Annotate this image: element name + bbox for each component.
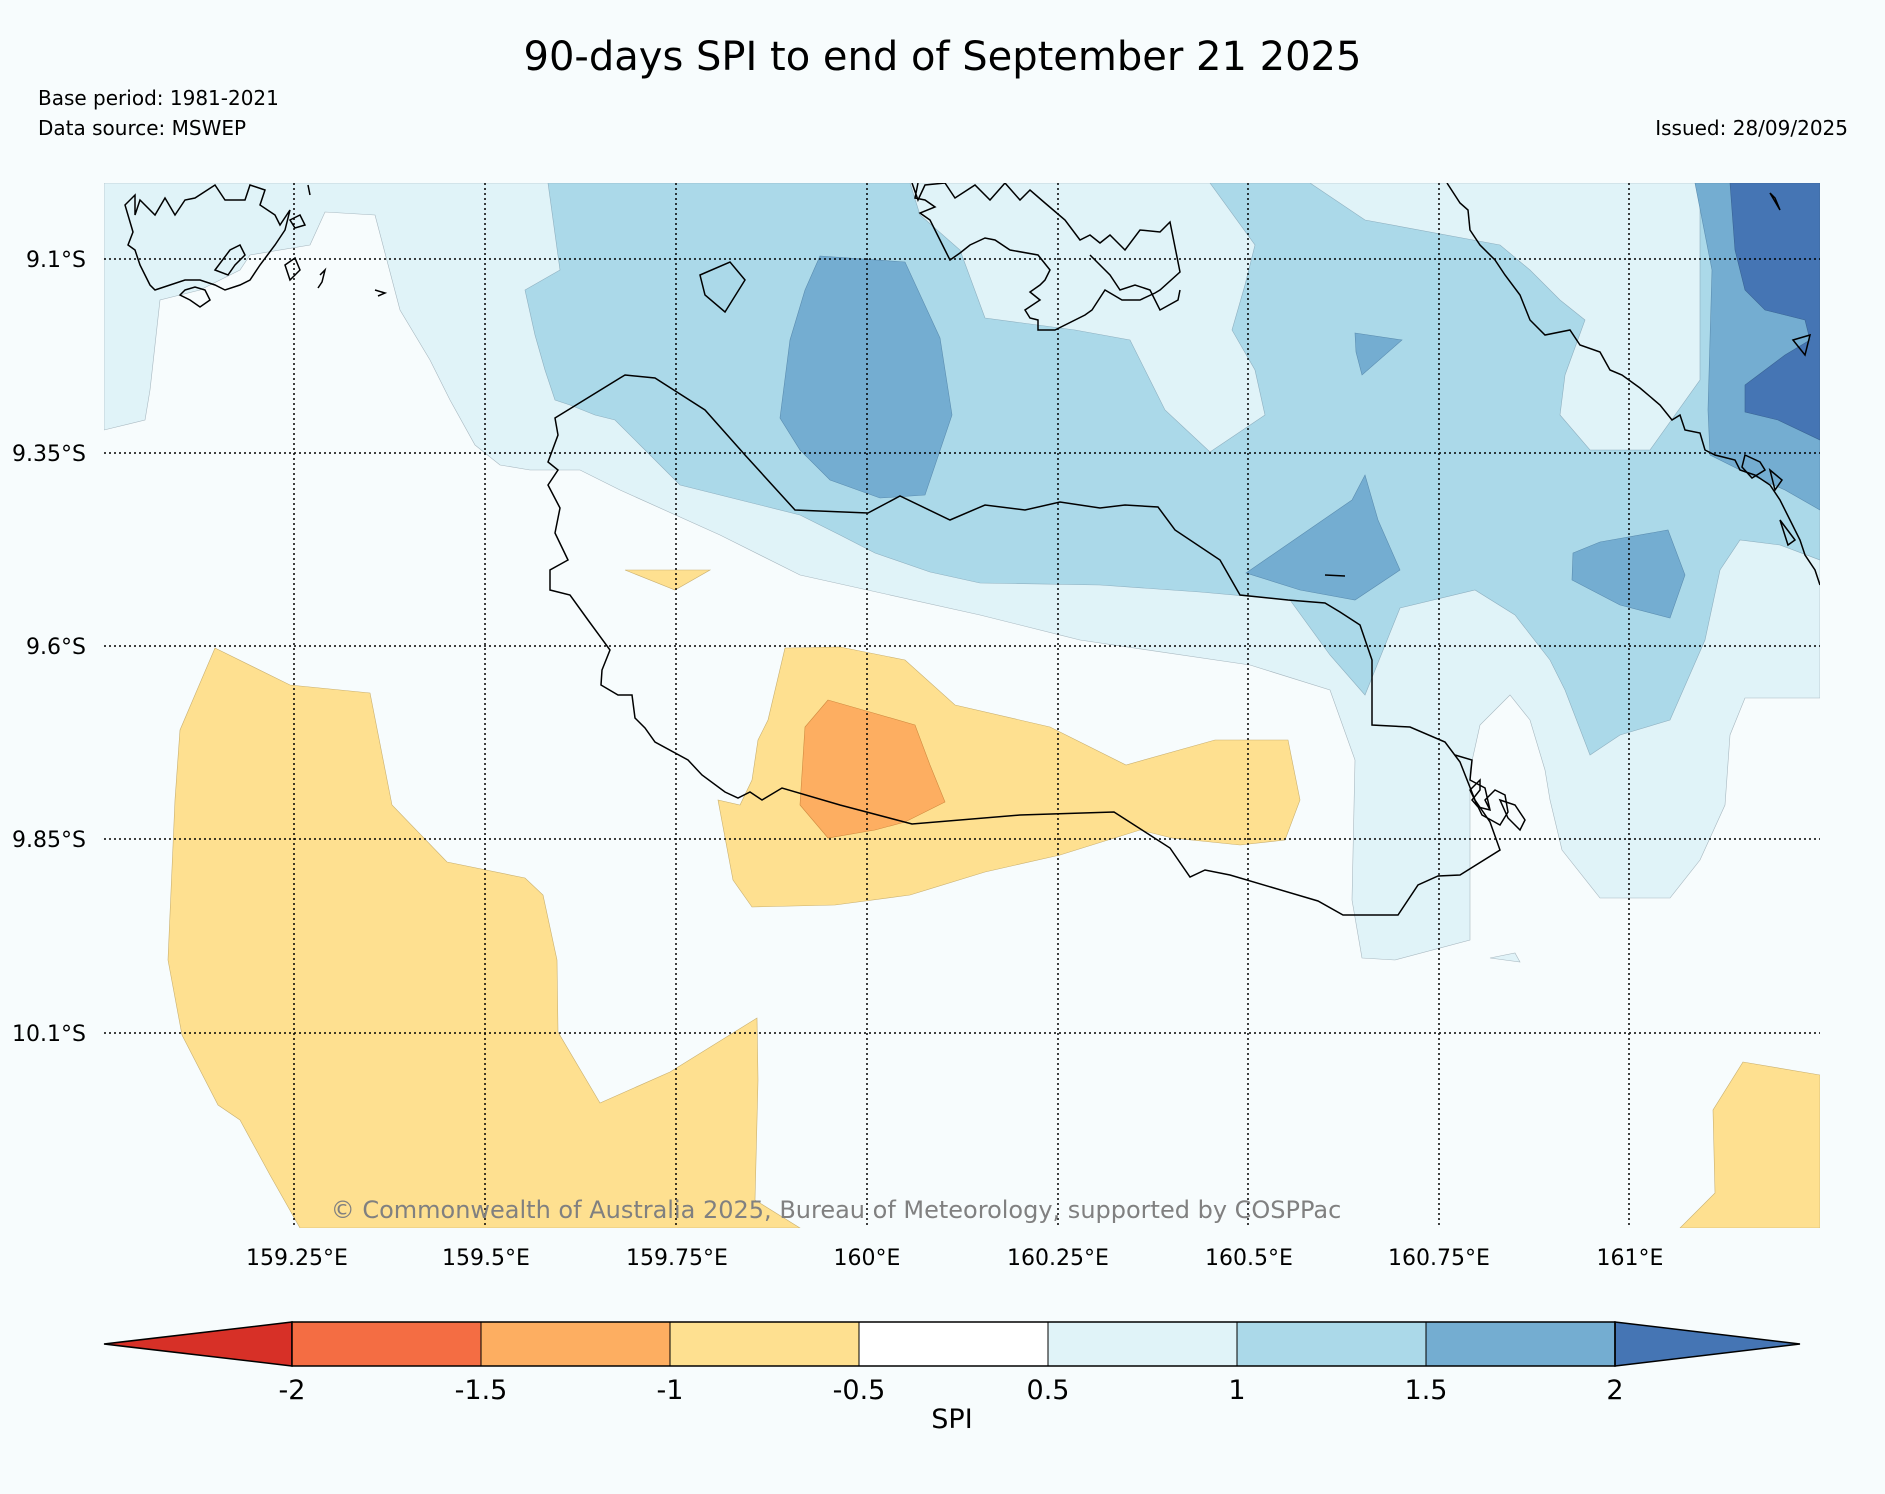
lon-label: 160.75°E xyxy=(1388,1246,1490,1271)
colorbar-tick: -1 xyxy=(657,1375,684,1406)
coastline-islet-central xyxy=(1324,574,1346,577)
colorbar-tick: 2 xyxy=(1606,1375,1623,1406)
coastline-malaita xyxy=(1446,183,1820,586)
coastline-malaita-islets-4 xyxy=(1791,333,1812,357)
lat-label: 9.85°S xyxy=(12,828,86,853)
colorbar-segment xyxy=(670,1322,859,1366)
coastline-malaita-islets-1 xyxy=(1741,453,1767,479)
coastline-florida-islands-1 xyxy=(911,183,1181,331)
colorbar-tick: 1.5 xyxy=(1405,1375,1448,1406)
colorbar-tick: 1 xyxy=(1228,1375,1245,1406)
colorbar: -2 -1.5 -1 -0.5 0.5 1 1.5 2 SPI xyxy=(103,1321,1801,1435)
contour-1.5-2-small xyxy=(1354,332,1403,376)
lat-label: 9.6°S xyxy=(26,635,86,660)
colorbar-tick: 0.5 xyxy=(1027,1375,1070,1406)
coastline-nggela-east xyxy=(1089,254,1181,312)
colorbar-segment xyxy=(1048,1322,1237,1366)
colorbar-segment xyxy=(481,1322,670,1366)
contour-0.5-1-speck xyxy=(1489,952,1521,963)
coastline-marau xyxy=(1454,754,1509,827)
coastline-malaita-islets-5 xyxy=(1769,192,1781,211)
contour-neg-1-0.5-southeast xyxy=(1679,1061,1820,1228)
colorbar-outline xyxy=(291,1321,1616,1367)
colorbar-segment xyxy=(859,1322,1048,1366)
coastline-savo xyxy=(699,261,746,314)
colorbar-segment xyxy=(292,1322,481,1366)
coastline-russell-small-3 xyxy=(288,213,307,229)
colorbar-ticks: -2 -1.5 -1 -0.5 0.5 1 1.5 2 xyxy=(279,1375,1624,1406)
lon-label: 161°E xyxy=(1597,1246,1664,1271)
map-title: 90-days SPI to end of September 21 2025 xyxy=(523,34,1362,80)
lon-label: 160.5°E xyxy=(1205,1246,1293,1271)
colorbar-extend-low xyxy=(103,1321,293,1367)
data-source-label: Data source: MSWEP xyxy=(38,116,247,140)
lat-label: 10.1°S xyxy=(12,1022,86,1047)
coastline-russell-islands xyxy=(124,183,291,291)
issued-date-label: Issued: 28/09/2025 xyxy=(1655,116,1848,140)
lon-label: 159.75°E xyxy=(626,1246,728,1271)
coastline-russell-small-7 xyxy=(307,184,311,196)
coastline-russell-small-5 xyxy=(317,267,327,289)
lon-label: 160°E xyxy=(834,1246,901,1271)
coastline-russell-small-6 xyxy=(374,289,388,297)
coastline-marau-2 xyxy=(1498,798,1526,832)
lon-label: 160.25°E xyxy=(1007,1246,1109,1271)
colorbar-tick: -1.5 xyxy=(455,1375,508,1406)
colorbar-tick: -2 xyxy=(279,1375,306,1406)
lon-label: 159.25°E xyxy=(246,1246,348,1271)
coastlines xyxy=(124,183,1820,916)
gridlines xyxy=(104,183,1820,1228)
coastline-malaita-islets-3 xyxy=(1779,519,1797,547)
coastline-russell-small-4 xyxy=(284,256,301,282)
lon-labels: 159.25°E 159.5°E 159.75°E 160°E 160.25°E… xyxy=(246,1246,1663,1271)
contour-neg-1-0.5-southwest xyxy=(167,647,801,1228)
lon-label: 159.5°E xyxy=(442,1246,530,1271)
contour-gt-2 xyxy=(1729,183,1820,441)
map-plot-area xyxy=(104,183,1820,1228)
colorbar-dividers xyxy=(480,1322,1427,1366)
coastline-guadalcanal xyxy=(547,374,1501,916)
coastline-russell-small-1 xyxy=(178,286,211,308)
lat-label: 9.1°S xyxy=(26,248,86,273)
colorbar-extend-high xyxy=(1614,1321,1801,1367)
base-period-label: Base period: 1981-2021 xyxy=(38,86,279,110)
copyright-notice: © Commonwealth of Australia 2025, Bureau… xyxy=(331,1196,1342,1224)
colorbar-label: SPI xyxy=(931,1404,972,1435)
colorbar-tick: -0.5 xyxy=(833,1375,886,1406)
colorbar-segment xyxy=(1237,1322,1426,1366)
contour-1.5-2-north xyxy=(779,255,953,499)
contour-1.5-2-central xyxy=(1245,474,1401,601)
coastline-malaita-islets-2 xyxy=(1768,467,1784,492)
lat-label: 9.35°S xyxy=(12,442,86,467)
colorbar-segment xyxy=(1426,1322,1615,1366)
contour-neg-1-0.5-small xyxy=(624,569,712,591)
coastline-russell-small-2 xyxy=(213,243,246,276)
lat-labels: 9.1°S 9.35°S 9.6°S 9.85°S 10.1°S xyxy=(12,248,86,1047)
